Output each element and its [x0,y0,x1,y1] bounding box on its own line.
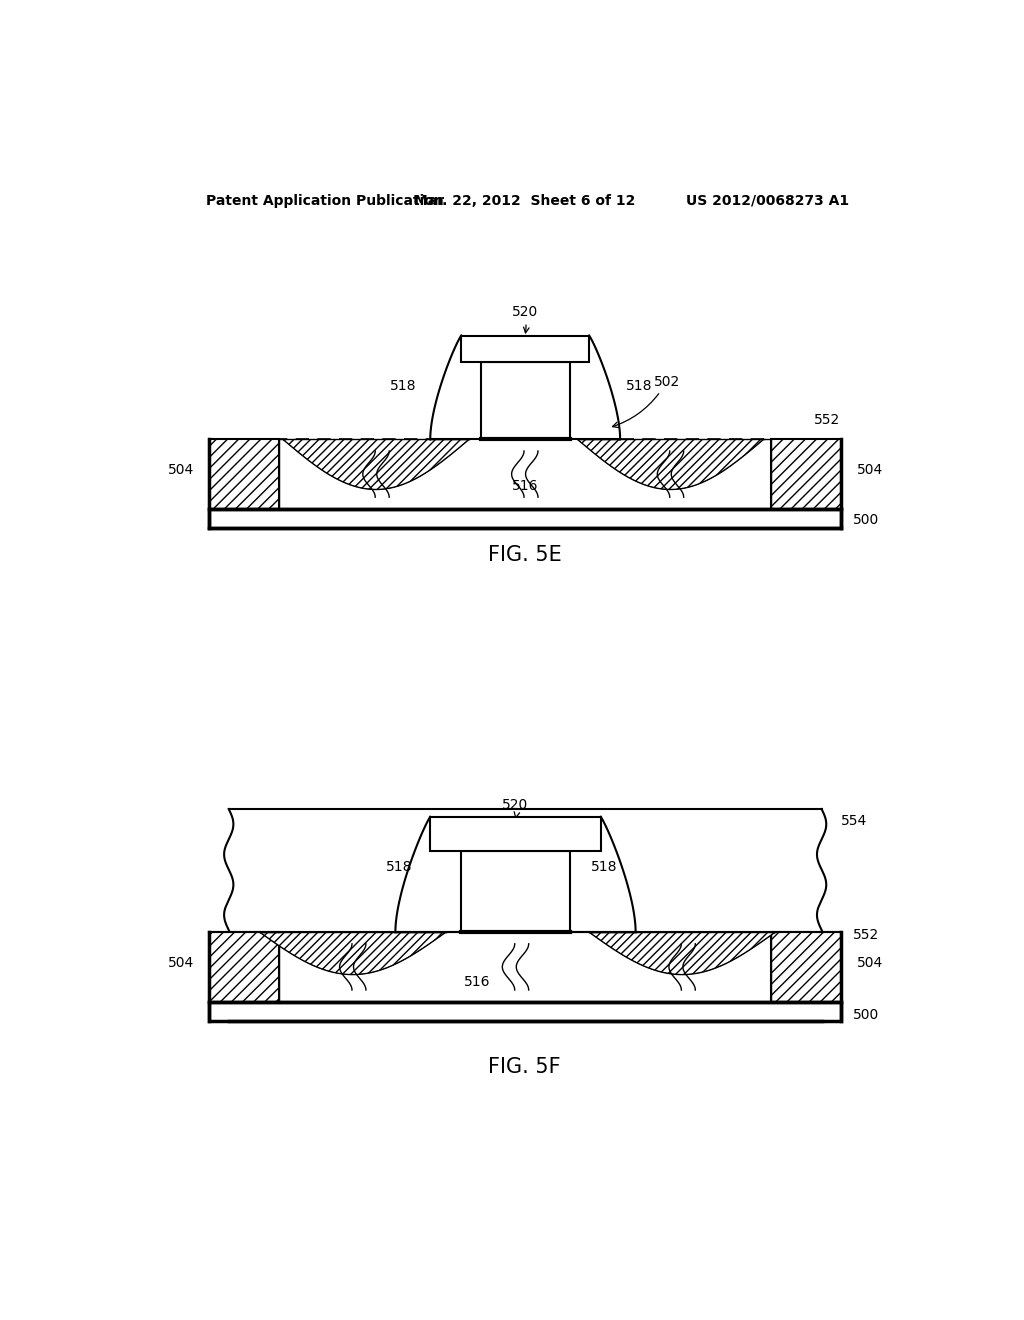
Text: Mar. 22, 2012  Sheet 6 of 12: Mar. 22, 2012 Sheet 6 of 12 [414,194,636,207]
Text: 540: 540 [634,510,660,524]
Bar [209,932,280,1002]
Text: 500: 500 [853,513,879,527]
Text: FIG. 5F: FIG. 5F [488,1057,561,1077]
Text: 502: 502 [612,375,680,428]
Text: 554: 554 [841,813,867,828]
Text: 518: 518 [386,859,413,874]
Bar [480,363,569,440]
Text: 530: 530 [282,1002,308,1016]
Text: 530: 530 [289,510,315,524]
Text: 520: 520 [503,799,528,818]
Text: 510: 510 [503,884,528,899]
Bar [209,508,841,528]
Text: 504: 504 [168,956,194,970]
Bar [461,335,589,363]
Text: 552: 552 [853,928,879,941]
Text: 516: 516 [464,975,490,989]
Text: 510: 510 [512,393,539,408]
Text: 504: 504 [856,463,883,478]
Text: 518: 518 [390,379,417,392]
Text: FIG. 5E: FIG. 5E [487,545,562,565]
Bar [771,440,841,508]
Bar [461,851,569,932]
Bar [771,932,841,1002]
Bar [209,1002,841,1020]
Text: US 2012/0068273 A1: US 2012/0068273 A1 [686,194,849,207]
Text: Patent Application Publication: Patent Application Publication [206,194,443,207]
Text: 540: 540 [325,1002,350,1016]
Bar [209,440,280,508]
Text: 552: 552 [814,413,840,428]
Text: 516: 516 [512,479,538,492]
Text: 530: 530 [553,1002,579,1016]
Text: 504: 504 [856,956,883,970]
Text: 540: 540 [599,1002,626,1016]
Text: 520: 520 [512,305,538,333]
Text: 504: 504 [168,463,194,478]
Bar [430,817,601,851]
Text: 518: 518 [627,379,652,392]
Text: 500: 500 [853,1007,879,1022]
Text: 530: 530 [580,510,606,524]
Text: 518: 518 [592,859,617,874]
Text: 540: 540 [340,510,366,524]
